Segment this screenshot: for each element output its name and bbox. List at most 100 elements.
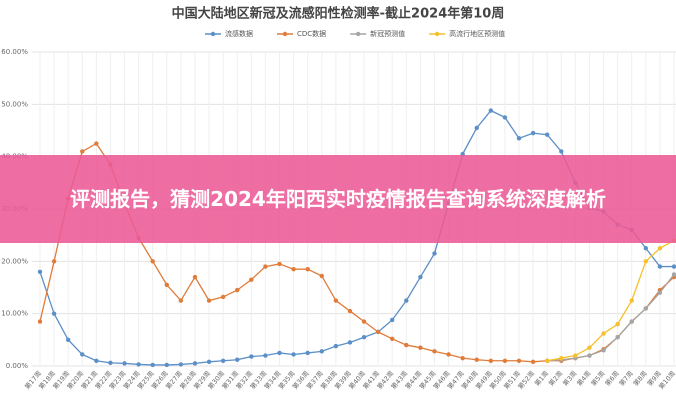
data-point (51, 311, 57, 316)
data-point (488, 358, 494, 363)
legend-label: 新冠预测值 (370, 29, 405, 38)
data-point (615, 335, 620, 340)
data-point (671, 264, 676, 269)
data-point (601, 331, 606, 336)
data-point (643, 259, 649, 264)
data-point (446, 352, 451, 357)
data-point (418, 274, 423, 280)
data-point (150, 362, 155, 368)
data-point (545, 358, 550, 363)
data-point (390, 336, 395, 341)
data-point (80, 149, 85, 154)
data-point (150, 259, 155, 264)
y-tick-label: 20.00% (1, 257, 28, 265)
data-point (178, 362, 184, 367)
data-point (122, 361, 127, 366)
x-tick-label: 第7周 (617, 369, 635, 388)
data-point (192, 274, 198, 280)
data-point (305, 350, 310, 356)
data-point (235, 357, 240, 362)
data-point (291, 266, 296, 272)
data-point (333, 343, 339, 349)
data-point (404, 342, 409, 348)
x-tick-label: 第8周 (631, 369, 649, 388)
data-point (94, 141, 99, 146)
data-point (432, 251, 437, 256)
legend-marker (210, 31, 216, 37)
series-line (547, 274, 675, 362)
data-point (671, 272, 676, 277)
data-point (390, 317, 395, 323)
data-point (573, 353, 578, 358)
data-point (319, 349, 324, 354)
data-point (559, 355, 564, 361)
series-line (547, 239, 675, 362)
data-point (263, 264, 268, 269)
data-point (530, 359, 536, 365)
legend-marker (355, 31, 361, 37)
data-point (418, 345, 423, 350)
data-point (51, 259, 57, 264)
legend-label: 高流行地区预测值 (449, 29, 505, 38)
data-point (164, 362, 169, 368)
data-point (361, 319, 367, 324)
data-point (319, 273, 324, 279)
data-point (502, 358, 508, 363)
data-point (559, 149, 564, 154)
x-tick-label: 第1周 (532, 369, 550, 388)
data-point (587, 353, 592, 358)
y-tick-label: 60.00% (1, 48, 28, 56)
data-point (502, 115, 508, 120)
data-point (516, 358, 522, 363)
data-point (643, 246, 649, 251)
data-point (601, 348, 606, 353)
data-point (545, 132, 550, 137)
data-point (249, 277, 254, 282)
data-point (361, 335, 367, 340)
data-point (657, 246, 663, 251)
data-point (474, 357, 479, 362)
data-point (206, 359, 212, 365)
data-point (305, 266, 310, 272)
y-tick-label: 50.00% (1, 100, 28, 108)
data-point (192, 361, 198, 366)
data-point (220, 358, 226, 363)
y-tick-label: 0.00% (6, 362, 29, 370)
chart-title: 中国大陆地区新冠及流感阳性检测率-截止2024年第10周 (172, 6, 505, 22)
x-tick-label: 第2周 (546, 369, 564, 388)
data-point (375, 329, 381, 335)
data-point (263, 353, 268, 358)
data-point (80, 352, 85, 357)
x-tick-label: 第6周 (603, 369, 621, 388)
x-tick-label: 第5周 (589, 369, 607, 388)
data-point (629, 319, 634, 324)
x-tick-label: 第4周 (575, 369, 593, 388)
data-point (488, 108, 494, 113)
legend-label: 流感数据 (225, 29, 253, 38)
data-point (277, 261, 282, 267)
data-point (530, 130, 536, 136)
data-point (178, 298, 184, 303)
data-point (108, 360, 113, 366)
data-point (136, 362, 141, 367)
legend-marker (282, 31, 288, 37)
data-point (643, 306, 649, 311)
legend-label: CDC数据 (297, 29, 326, 38)
data-point (333, 298, 339, 303)
data-point (65, 337, 71, 343)
data-point (235, 287, 240, 293)
legend-marker (434, 31, 440, 37)
data-point (615, 321, 620, 327)
data-point (516, 136, 522, 141)
data-point (220, 294, 226, 300)
data-point (347, 308, 353, 314)
banner: 评测报告，猜测2024年阳西实时疫情报告查询系统深度解析 (0, 155, 676, 243)
data-point (404, 298, 409, 303)
data-point (629, 298, 634, 303)
data-point (347, 340, 353, 345)
data-point (94, 358, 99, 363)
data-point (206, 298, 212, 303)
data-point (460, 355, 465, 361)
